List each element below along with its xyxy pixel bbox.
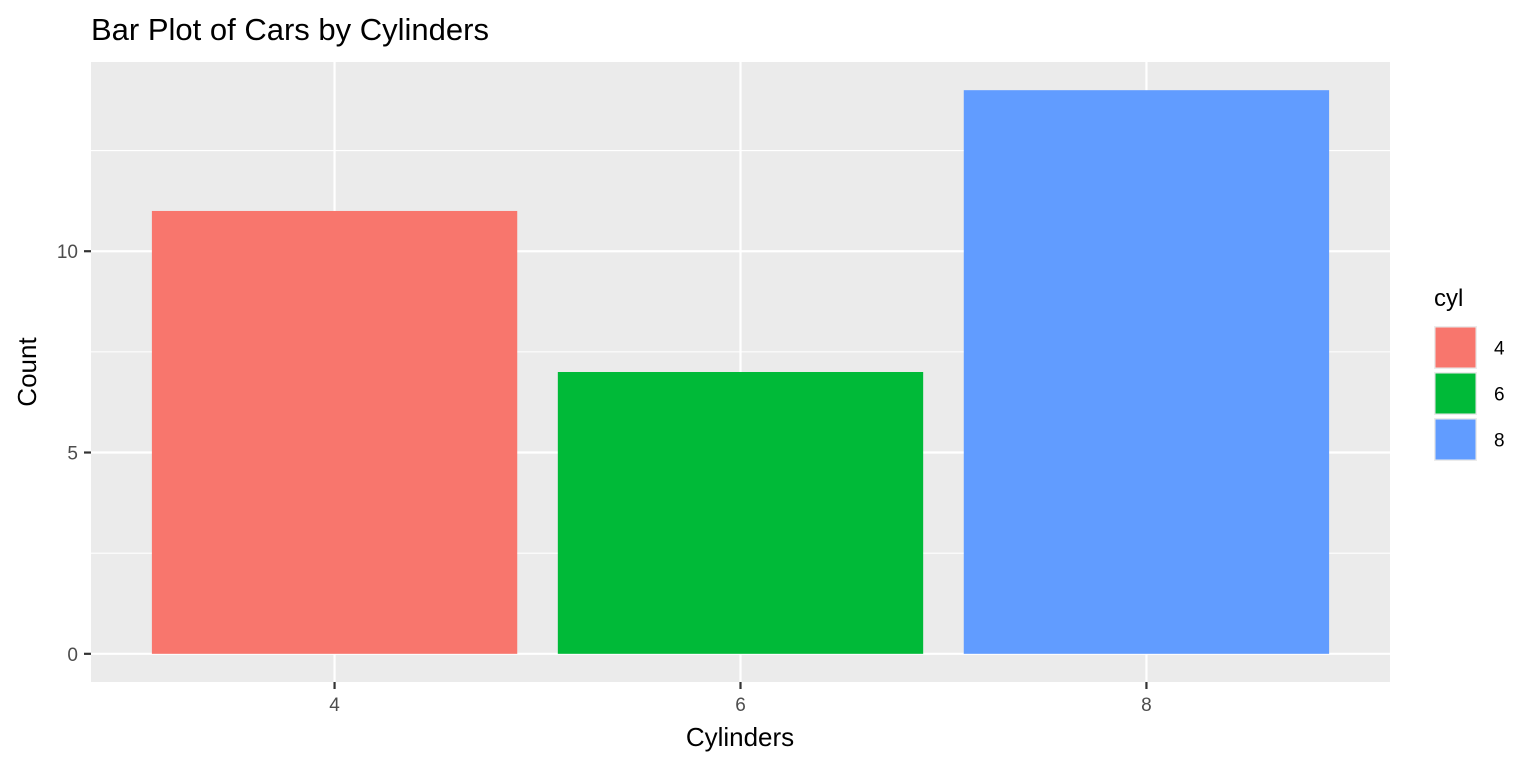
y-tick-label: 0 [67,645,78,666]
legend-label-4: 4 [1494,339,1505,360]
y-axis-title: Count [12,337,42,407]
bar-8 [963,90,1330,654]
legend-swatch-6 [1435,373,1476,414]
chart-title: Bar Plot of Cars by Cylinders [91,12,489,47]
x-axis: 4 6 8 [329,682,1152,716]
x-axis-title: Cylinders [686,722,794,752]
x-tick-label: 4 [329,695,340,716]
x-tick-label: 6 [735,695,746,716]
bars [151,90,1330,654]
x-tick-label: 8 [1141,695,1152,716]
bar-6 [557,372,924,654]
y-tick-label: 5 [67,444,78,465]
y-axis: 0 5 10 [57,242,91,666]
legend: cyl 4 6 8 [1434,285,1505,461]
legend-label-6: 6 [1494,385,1505,406]
legend-swatch-8 [1435,419,1476,460]
legend-title: cyl [1434,285,1463,312]
y-tick-label: 10 [57,242,78,263]
legend-swatch-4 [1435,327,1476,368]
legend-label-8: 8 [1494,431,1505,452]
bar-4 [151,210,518,654]
